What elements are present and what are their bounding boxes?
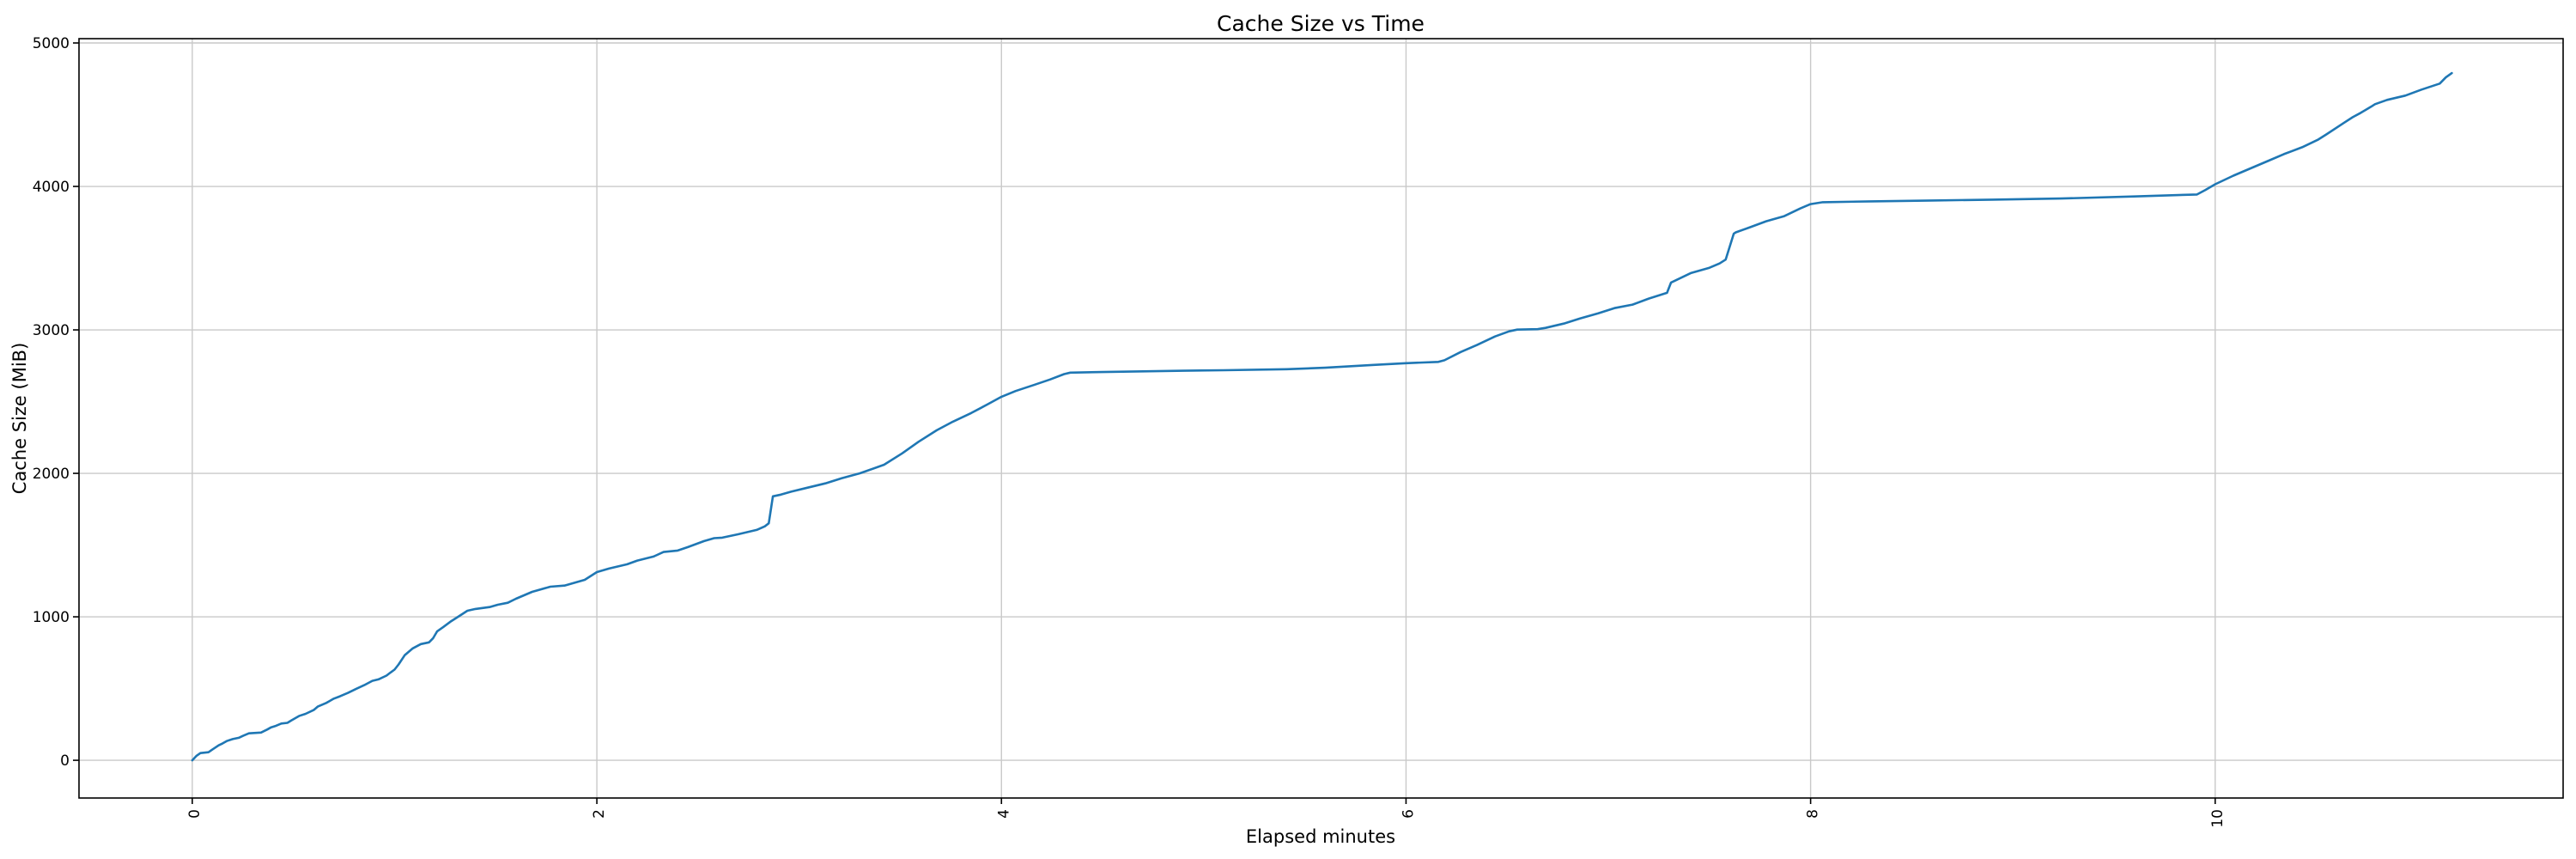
x-tick-label: 10 <box>2209 809 2227 828</box>
tick-layer: 0 2 4 6 8 10 0 1000 2000 3000 4000 5000 <box>33 35 2227 828</box>
chart-title: Cache Size vs Time <box>1217 11 1425 36</box>
y-tick-label: 0 <box>60 752 70 770</box>
series-line-cache-size <box>191 71 2453 762</box>
y-tick-label: 1000 <box>33 609 70 626</box>
y-tick-label: 5000 <box>33 35 70 52</box>
plot-border <box>78 38 2564 799</box>
x-tick-label: 0 <box>186 809 204 819</box>
y-tick-label: 4000 <box>33 179 70 196</box>
y-tick-label: 2000 <box>33 466 70 483</box>
grid-layer <box>79 39 2563 798</box>
series-layer <box>191 71 2453 762</box>
x-tick-label: 4 <box>995 809 1012 819</box>
x-axis-label: Elapsed minutes <box>1246 826 1395 847</box>
x-tick-label: 6 <box>1400 809 1417 819</box>
x-tick-label: 8 <box>1805 809 1822 819</box>
x-tick-label: 2 <box>591 809 608 819</box>
y-tick-label: 3000 <box>33 322 70 339</box>
y-axis-label: Cache Size (MiB) <box>9 343 30 495</box>
